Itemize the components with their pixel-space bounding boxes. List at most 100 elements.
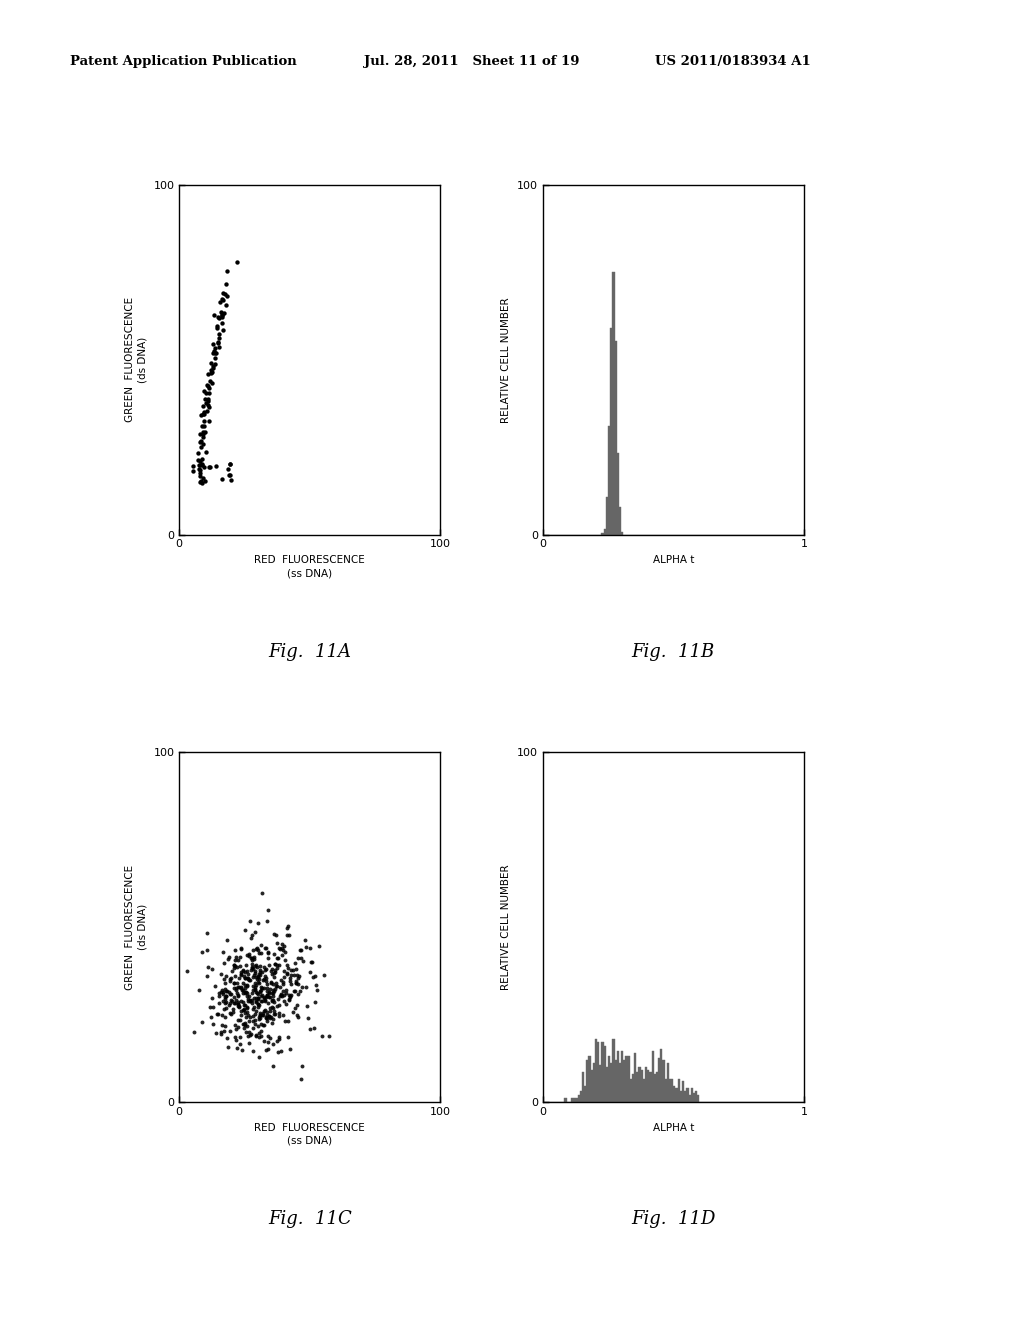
Point xyxy=(196,401,212,422)
Point xyxy=(273,945,290,966)
Point xyxy=(265,985,282,1006)
Bar xyxy=(645,1067,647,1102)
Point xyxy=(203,359,219,380)
Point xyxy=(214,305,230,326)
Bar xyxy=(626,1056,628,1102)
Point xyxy=(293,946,309,968)
Point xyxy=(191,459,208,480)
Point xyxy=(297,977,313,998)
Point xyxy=(236,991,252,1012)
Bar xyxy=(584,1086,587,1102)
Bar xyxy=(695,1090,697,1102)
Point xyxy=(226,977,243,998)
Point xyxy=(196,424,212,445)
Point xyxy=(250,987,266,1008)
Point xyxy=(266,1003,283,1024)
Point xyxy=(213,301,229,322)
Point xyxy=(232,939,249,960)
Point xyxy=(242,989,258,1010)
Point xyxy=(232,964,249,985)
Point xyxy=(275,961,292,982)
Point xyxy=(269,932,286,953)
Point xyxy=(240,974,256,995)
Point xyxy=(244,993,260,1014)
Point xyxy=(270,948,287,969)
Point xyxy=(222,989,239,1010)
Point xyxy=(215,990,231,1011)
Point xyxy=(255,1003,271,1024)
Point xyxy=(257,1007,273,1028)
Point xyxy=(246,949,262,970)
Point xyxy=(217,973,233,994)
Bar xyxy=(601,533,604,535)
Point xyxy=(290,1007,306,1028)
Point xyxy=(231,1010,248,1031)
Point xyxy=(279,924,295,945)
Point xyxy=(256,978,272,999)
Point xyxy=(272,1040,289,1061)
Point xyxy=(221,465,238,486)
Point xyxy=(256,1014,272,1035)
Point xyxy=(262,978,279,999)
Y-axis label: GREEN  FLUORESCENCE
(ds DNA): GREEN FLUORESCENCE (ds DNA) xyxy=(125,297,147,422)
Point xyxy=(253,991,269,1012)
Bar xyxy=(606,498,608,535)
Point xyxy=(258,1007,274,1028)
Point xyxy=(201,378,217,399)
Point xyxy=(245,924,261,945)
Bar xyxy=(621,532,624,535)
Bar xyxy=(660,1048,663,1102)
Point xyxy=(283,985,299,1006)
Point xyxy=(214,290,230,312)
Point xyxy=(234,979,251,1001)
Point xyxy=(248,939,264,960)
Bar xyxy=(630,1078,632,1102)
Point xyxy=(236,965,252,986)
Bar xyxy=(671,1078,674,1102)
Bar xyxy=(578,1096,580,1102)
Point xyxy=(283,973,299,994)
Point xyxy=(221,970,238,991)
Point xyxy=(268,948,285,969)
Point xyxy=(185,461,202,482)
Point xyxy=(206,338,222,359)
Point xyxy=(293,1069,309,1090)
Point xyxy=(213,1024,229,1045)
Point xyxy=(218,985,234,1006)
Point xyxy=(222,454,239,475)
Point xyxy=(200,393,216,414)
Point xyxy=(261,987,278,1008)
Point xyxy=(228,1019,245,1040)
Point xyxy=(262,998,279,1019)
Point xyxy=(289,994,305,1015)
Point xyxy=(205,358,221,379)
Point xyxy=(238,982,254,1003)
Point xyxy=(263,972,280,993)
Point xyxy=(268,924,285,945)
Point xyxy=(253,1014,269,1035)
Point xyxy=(196,457,212,478)
Point xyxy=(250,966,266,987)
Point xyxy=(236,979,252,1001)
Point xyxy=(240,1005,256,1026)
Point xyxy=(265,1055,282,1076)
Point xyxy=(252,960,268,981)
Point xyxy=(281,924,297,945)
Point xyxy=(221,1002,238,1023)
Point xyxy=(229,1016,246,1038)
Point xyxy=(269,958,286,979)
Point xyxy=(242,990,258,1011)
Point xyxy=(293,940,309,961)
Point xyxy=(260,941,276,962)
Point xyxy=(286,981,302,1002)
Point xyxy=(199,375,215,396)
Point xyxy=(251,1006,267,1027)
Point xyxy=(269,1031,286,1052)
Point xyxy=(244,958,260,979)
Point xyxy=(242,1024,258,1045)
Point xyxy=(258,968,274,989)
Point xyxy=(240,990,256,1011)
Point xyxy=(238,961,254,982)
Point xyxy=(211,327,227,348)
Text: Jul. 28, 2011   Sheet 11 of 19: Jul. 28, 2011 Sheet 11 of 19 xyxy=(364,55,579,69)
